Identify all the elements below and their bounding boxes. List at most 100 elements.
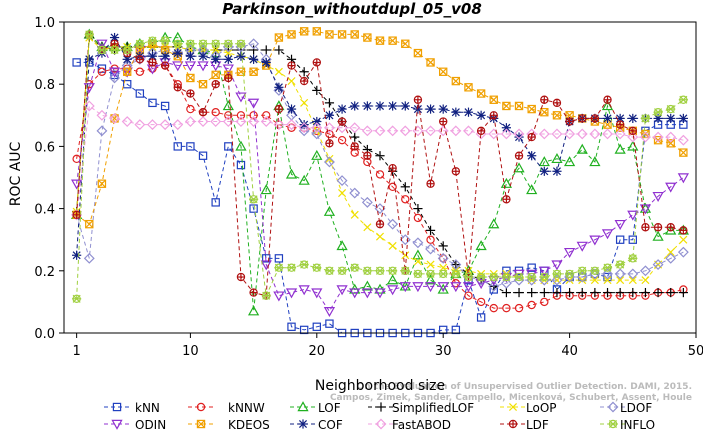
data-point-odin	[450, 282, 462, 293]
data-point-odin	[399, 282, 411, 293]
legend-swatch-marker	[196, 419, 206, 429]
data-point-loop	[616, 276, 625, 285]
legend-item-knn: kNN	[104, 401, 160, 415]
data-point-odin	[475, 279, 487, 290]
data-point-fastabod	[147, 119, 158, 131]
plot-frame	[63, 21, 697, 334]
series-line-ldof	[76, 43, 684, 287]
data-point-simplifiedlof	[249, 45, 259, 55]
legend-swatch-marker	[112, 402, 122, 412]
data-point-kdeos	[401, 39, 410, 48]
data-point-kdeos	[85, 219, 94, 229]
data-point-inflo	[324, 266, 335, 275]
data-point-simplifiedlof	[666, 287, 676, 298]
data-point-knnw	[236, 111, 246, 120]
data-point-odin	[197, 61, 209, 72]
data-point-knnw	[224, 111, 233, 120]
legend-swatch-marker	[375, 418, 387, 430]
data-point-loop	[211, 45, 220, 55]
data-point-ldf	[173, 83, 182, 92]
x-tick-label: 40	[561, 344, 578, 359]
data-point-ldof	[425, 243, 437, 255]
data-point-fastabod	[425, 125, 437, 137]
data-point-odin	[652, 191, 664, 202]
data-point-loop	[363, 223, 372, 232]
data-point-loop	[413, 257, 422, 266]
data-point-knnw	[97, 67, 107, 76]
data-point-ldf	[565, 117, 574, 126]
data-point-loop	[224, 49, 233, 58]
data-point-kdeos	[375, 36, 385, 45]
data-point-ldof	[652, 259, 664, 271]
data-point-cof	[185, 51, 195, 61]
legend-label: FastABOD	[392, 418, 451, 432]
series-odin	[71, 39, 689, 318]
data-point-knn	[262, 254, 271, 263]
data-point-fastabod	[121, 116, 133, 127]
data-point-loop	[350, 210, 359, 219]
y-tick-label: 0.4	[34, 203, 55, 218]
data-point-ldf	[350, 142, 359, 151]
data-point-lof	[551, 153, 563, 164]
data-point-fastabod	[665, 131, 677, 143]
data-point-inflo	[476, 272, 486, 282]
data-point-cof	[122, 54, 132, 64]
data-point-cof	[236, 51, 246, 61]
data-point-inflo	[211, 39, 221, 48]
data-point-ldf	[299, 76, 309, 86]
data-point-ldof	[121, 60, 133, 71]
data-point-fastabod	[639, 131, 651, 143]
data-point-simplifiedlof	[590, 287, 600, 298]
data-point-kdeos	[426, 58, 435, 67]
data-point-cof	[628, 113, 638, 124]
data-point-ldof	[361, 196, 373, 208]
data-point-inflo	[249, 195, 259, 204]
data-point-odin	[374, 288, 386, 299]
data-point-odin	[108, 67, 121, 78]
data-point-loop	[641, 276, 650, 285]
data-point-inflo	[84, 30, 94, 39]
series-ldf	[72, 30, 688, 300]
data-point-inflo	[590, 266, 600, 275]
data-point-simplifiedlof	[274, 45, 284, 55]
data-point-ldf	[135, 55, 145, 64]
legend-label: ODIN	[135, 418, 166, 432]
data-point-ldf	[615, 120, 625, 129]
data-point-knnw	[135, 67, 145, 76]
data-point-ldf	[426, 179, 435, 188]
data-point-inflo	[640, 114, 651, 123]
legend-swatch-marker	[608, 419, 618, 429]
data-point-fastabod	[450, 125, 462, 137]
data-point-kdeos	[653, 135, 663, 145]
data-point-loop	[338, 189, 347, 198]
data-point-simplifiedlof	[350, 132, 360, 142]
data-point-kdeos	[299, 27, 309, 36]
data-point-lof	[424, 274, 437, 285]
legend-item-lof: LOF	[290, 401, 341, 415]
series-line-kdeos	[76, 30, 684, 226]
data-point-ldf	[641, 223, 650, 232]
data-point-cof	[425, 104, 436, 114]
data-point-cof	[678, 113, 688, 124]
data-point-cof	[615, 113, 625, 124]
data-point-knn	[186, 142, 195, 151]
legend-label: COF	[318, 418, 343, 432]
data-point-ldf	[540, 95, 549, 104]
legend-swatch-marker	[111, 419, 123, 430]
legend-label: kNN	[135, 401, 160, 415]
data-point-simplifiedlof	[628, 287, 638, 298]
data-point-fastabod	[336, 122, 348, 134]
legend-swatch-marker	[508, 402, 518, 412]
data-point-fastabod	[551, 128, 563, 140]
y-axis-label: ROC AUC	[8, 141, 24, 206]
data-point-lof	[475, 240, 487, 251]
y-tick-label: 0.0	[34, 327, 55, 342]
data-point-odin	[601, 229, 614, 240]
data-point-odin	[222, 64, 234, 75]
data-point-knnw	[312, 126, 321, 136]
legend-label: kNNW	[228, 401, 265, 415]
data-point-ldof	[500, 277, 512, 289]
data-point-odin	[462, 282, 475, 293]
data-point-inflo	[122, 45, 132, 55]
